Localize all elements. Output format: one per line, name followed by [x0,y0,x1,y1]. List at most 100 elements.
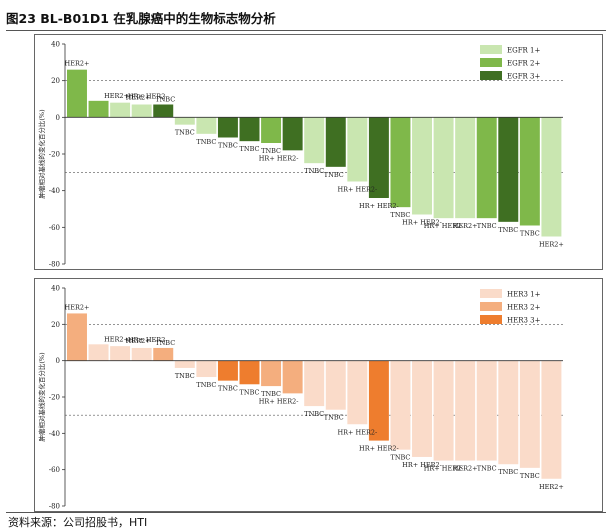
bar [261,117,282,143]
y-tick-label: 20 [51,321,60,329]
bar-category-label: HR+ HER2- [402,461,442,469]
source-note: 资料来源：公司招股书，HTI [8,516,148,529]
legend-label: HER3 2+ [507,304,541,312]
bar-category-label: HER2+ [126,337,151,345]
bar [110,346,131,361]
bar-category-label: TNBC [240,388,260,396]
bar-category-label: TNBC [520,472,540,480]
bar-category-label: HR+ HER2- [424,222,464,230]
bar-category-label: HR+ HER2- [359,445,399,453]
bar-category-label: HER2+ [104,335,129,343]
bar-category-label: TNBC [261,390,281,398]
bar [239,360,260,385]
bar [455,360,476,461]
legend-swatch [480,315,502,324]
y-tick-label: 40 [51,285,60,293]
y-tick-label: -40 [49,430,60,438]
bar-category-label: TNBC [196,381,216,389]
y-tick-label: 0 [56,357,60,365]
her3-chart-panel: 40 20 0 -20 -40 -60 -80 肿瘤相对基线的变化百分比(%) HER2+ HER… [34,278,603,512]
y-tick-label: -80 [49,503,60,511]
y-tick-label: -40 [49,187,60,195]
bar-category-label: TNBC [477,222,497,230]
legend-swatch [480,71,502,80]
bar-category-label: HER2+ [539,483,564,491]
her3-waterfall-chart: 40200-20-40-60-80肿瘤相对基线的变化百分比(%)HER2+HER… [37,285,564,511]
bar [196,360,217,378]
bar-category-label: TNBC [391,211,411,219]
bar-category-label: HER2+ [126,94,151,102]
legend-swatch [480,58,502,67]
bar-category-label: TNBC [520,230,540,238]
bar-category-label: HR+ HER2- [424,465,464,473]
y-tick-label: 40 [51,41,60,49]
bar [368,117,389,198]
bar-category-label: HR+ HER2- [259,397,299,405]
bar [131,347,152,361]
legend-label: EGFR 2+ [507,60,541,68]
bar [217,360,238,381]
bar-category-label: HR+ HER2- [359,202,399,210]
bar [88,344,109,361]
bar-category-label: HER2+ [65,303,90,311]
bar-category-label: TNBC [391,454,411,462]
bar-category-label: HR+ HER2- [128,93,168,101]
bar [541,360,562,479]
bar-category-label: TNBC [196,138,216,146]
legend-label: HER3 3+ [507,317,541,325]
bar-category-label: TNBC [477,465,497,473]
y-tick-label: -80 [49,261,60,269]
bar [433,360,454,461]
bar [498,117,519,222]
legend-label: EGFR 3+ [507,73,541,81]
bar-category-label: TNBC [324,414,344,422]
bar [282,117,303,151]
bar-category-label: HR+ HER2- [128,336,168,344]
figure-title: 图23 BL-B01D1 在乳腺癌中的生物标志物分析 [6,11,276,26]
y-tick-label: -20 [49,151,60,159]
bar-category-label: HER2+ [453,222,478,230]
bar [174,117,195,125]
bar-category-label: HER2+ [539,241,564,249]
bar [325,117,346,167]
bar-category-label: HER2+ [453,465,478,473]
y-axis-label: 肿瘤相对基线的变化百分比(%) [37,109,46,199]
legend-swatch [480,302,502,311]
bar-category-label: HR+ HER2- [337,186,377,194]
title-rule [6,30,606,31]
bar-category-label: TNBC [304,410,324,418]
bar-category-label: TNBC [218,385,238,393]
bar [541,117,562,237]
bar-category-label: TNBC [155,339,175,347]
bar [519,117,540,226]
bar [304,360,325,407]
y-tick-label: 0 [56,114,60,122]
bar [304,117,325,164]
bar-category-label: HR+ HER2- [402,219,442,227]
bar-category-label: TNBC [218,142,238,150]
bar [196,117,217,134]
bar-category-label: HR+ HER2- [337,428,377,436]
legend-label: HER3 1+ [507,291,541,299]
bar [498,360,519,465]
bar [476,117,497,219]
y-axis-label: 肿瘤相对基线的变化百分比(%) [37,352,46,442]
bar [67,313,87,361]
y-tick-label: -20 [49,394,60,402]
bar [239,117,260,142]
bar [347,360,368,425]
bar-category-label: TNBC [324,171,344,179]
bar [412,117,433,215]
bar [217,117,238,138]
bar [131,104,152,118]
bar [67,69,87,118]
bar [433,117,454,219]
bar-category-label: HER2+ [104,92,129,100]
bar [153,104,174,118]
legend-swatch [480,45,502,54]
y-tick-label: -60 [49,466,60,474]
bar [390,360,411,450]
bar [174,360,195,368]
egfr-waterfall-chart: 40200-20-40-60-80肿瘤相对基线的变化百分比(%)HER2+HER… [37,41,564,269]
bar [282,360,303,394]
